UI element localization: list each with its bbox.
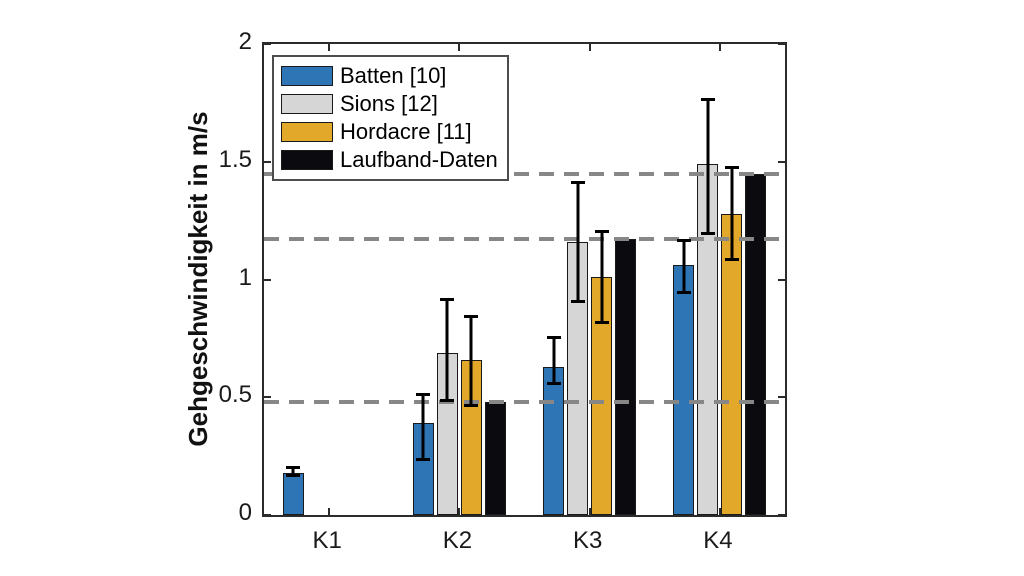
x-tick-K4 <box>718 508 721 515</box>
error-bar-cap-top <box>724 166 739 170</box>
error-bar-batten-10--K1 <box>286 465 301 478</box>
x-tick-top-K2 <box>458 44 461 51</box>
plot-area <box>262 42 787 517</box>
error-bar-cap-bottom <box>546 382 561 386</box>
error-bar-line <box>445 298 449 402</box>
legend-item: Sions [12] <box>281 90 498 118</box>
error-bar-cap-bottom <box>570 300 585 304</box>
bar-laufband-daten-K3 <box>615 239 637 515</box>
y-tick-1.5 <box>264 160 271 163</box>
legend-swatch-sions-12- <box>281 94 333 114</box>
bar-batten-10--K3 <box>543 366 565 515</box>
y-tick-2 <box>264 43 271 45</box>
error-bar-cap-bottom <box>464 403 479 407</box>
error-bar-line <box>576 180 580 304</box>
error-bar-cap-bottom <box>676 290 691 294</box>
legend-label: Laufband-Daten <box>340 147 498 172</box>
y-tick-label-1: 1 <box>238 263 252 291</box>
y-tick-right-0.5 <box>778 396 785 399</box>
legend: Batten [10] Sions [12] Hordacre [11] Laufba… <box>272 55 509 181</box>
x-tick-label-K3: K3 <box>572 527 603 554</box>
error-bar-cap-bottom <box>286 474 301 478</box>
error-bar-line <box>706 98 710 235</box>
error-bar-line <box>291 465 295 478</box>
error-bar-line <box>469 314 473 407</box>
x-tick-label-K1: K1 <box>312 527 342 554</box>
error-bar-batten-10--K4 <box>676 239 691 294</box>
error-bar-cap-top <box>464 314 479 318</box>
legend-item: Hordacre [11] <box>281 118 498 146</box>
legend-item: Laufband-Daten <box>281 146 498 174</box>
y-tick-right-1.5 <box>778 160 785 163</box>
error-bar-cap-bottom <box>700 231 715 235</box>
error-bar-cap-top <box>676 239 691 243</box>
error-bar-batten-10--K3 <box>546 336 561 386</box>
error-bar-cap-bottom <box>724 257 739 261</box>
error-bar-line <box>421 392 425 461</box>
y-tick-1 <box>264 278 271 281</box>
x-tick-top-K1 <box>328 44 331 51</box>
x-tick-label-K4: K4 <box>703 527 733 554</box>
error-bar-sions-12--K2 <box>440 298 455 402</box>
x-tick-label-K2: K2 <box>442 527 473 554</box>
bar-batten-10--K4 <box>673 265 695 515</box>
reference-line-1.45 <box>264 171 785 176</box>
error-bar-cap-bottom <box>440 398 455 402</box>
y-tick-label-0: 0 <box>238 499 252 526</box>
x-tick-K1 <box>328 508 331 515</box>
error-bar-batten-10--K2 <box>416 392 431 461</box>
error-bar-line <box>730 166 734 261</box>
legend-label: Hordacre [11] <box>340 119 472 144</box>
error-bar-cap-top <box>546 336 561 340</box>
bar-laufband-daten-K2 <box>484 401 506 515</box>
x-tick-top-K4 <box>718 44 721 51</box>
error-bar-cap-top <box>570 180 585 184</box>
error-bar-hordacre-11--K4 <box>724 166 739 261</box>
error-bar-line <box>552 336 556 386</box>
x-tick-K3 <box>588 508 591 515</box>
error-bar-cap-top <box>416 392 431 396</box>
legend-label: Batten [10] <box>340 63 447 88</box>
y-tick-label-1.5: 1.5 <box>218 145 252 173</box>
error-bar-sions-12--K4 <box>700 98 715 235</box>
x-tick-K2 <box>458 508 461 515</box>
x-tick-top-K3 <box>588 44 591 51</box>
y-tick-label-0.5: 0.5 <box>218 381 252 409</box>
bar-laufband-daten-K4 <box>745 173 767 515</box>
legend-item: Batten [10] <box>281 62 498 90</box>
error-bar-line <box>682 239 686 294</box>
legend-swatch-hordacre-11- <box>281 122 333 142</box>
y-tick-0 <box>264 514 271 516</box>
y-tick-0.5 <box>264 396 271 399</box>
y-tick-right-2 <box>778 43 785 45</box>
legend-swatch-batten-10- <box>281 66 333 86</box>
y-tick-label-2: 2 <box>238 28 252 55</box>
bar-batten-10--K1 <box>282 472 304 515</box>
error-bar-hordacre-11--K2 <box>464 314 479 407</box>
y-tick-right-0 <box>778 514 785 516</box>
error-bar-cap-top <box>440 298 455 302</box>
reference-line-1.17 <box>264 237 785 242</box>
error-bar-line <box>600 230 604 325</box>
error-bar-cap-top <box>700 98 715 102</box>
legend-label: Sions [12] <box>340 91 438 116</box>
error-bar-cap-bottom <box>594 321 609 325</box>
error-bar-cap-top <box>594 230 609 234</box>
reference-line-0.48 <box>264 399 785 404</box>
error-bar-hordacre-11--K3 <box>594 230 609 325</box>
error-bar-sions-12--K3 <box>570 180 585 304</box>
y-tick-right-1 <box>778 278 785 281</box>
error-bar-cap-top <box>286 465 301 469</box>
legend-swatch-laufband-daten <box>281 150 333 170</box>
error-bar-cap-bottom <box>416 457 431 461</box>
